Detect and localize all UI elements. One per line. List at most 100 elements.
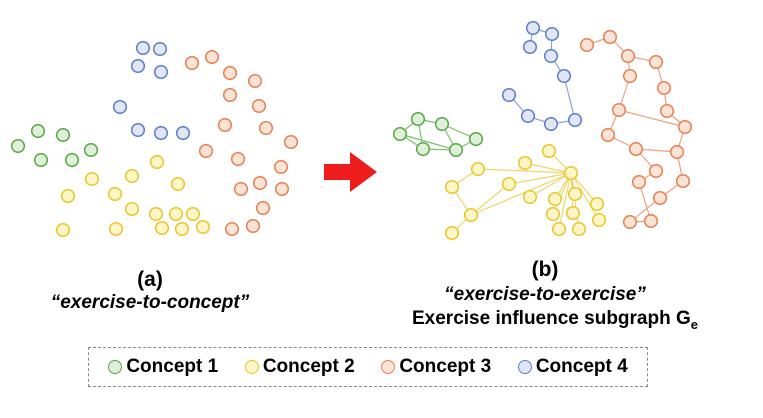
node-b-c2-12 xyxy=(565,205,581,221)
node-b-c2-14 xyxy=(444,225,460,241)
legend-swatch-icon xyxy=(244,360,259,374)
right-arrow-icon xyxy=(324,152,377,192)
legend-swatch-icon xyxy=(108,360,123,374)
node-b-c1-5 xyxy=(448,142,464,158)
edge-b-c1-8 xyxy=(399,133,457,151)
node-b-c4-8 xyxy=(556,68,572,84)
node-b-c4-3 xyxy=(543,48,559,64)
node-b-c2-16 xyxy=(571,221,587,237)
node-a-c1-3 xyxy=(83,142,99,158)
legend-label: Concept 2 xyxy=(262,356,355,377)
edge-b-c2-11 xyxy=(570,172,600,221)
node-a-c3-11 xyxy=(273,159,289,175)
node-a-c4-1 xyxy=(152,41,168,57)
node-b-c2-2 xyxy=(470,161,486,177)
node-b-c2-7 xyxy=(547,191,563,207)
legend-label: Concept 4 xyxy=(535,356,628,377)
node-b-c4-4 xyxy=(501,87,517,103)
node-a-c1-0 xyxy=(30,123,46,139)
node-a-c3-9 xyxy=(198,143,214,159)
node-a-c3-14 xyxy=(274,181,290,197)
node-b-c2-9 xyxy=(589,196,605,212)
edge-b-c3-8 xyxy=(618,109,686,128)
node-b-c2-11 xyxy=(545,206,561,222)
node-a-c3-16 xyxy=(224,221,240,237)
panel-b-subtitle: “exercise-to-exercise” xyxy=(444,284,646,305)
node-a-c4-5 xyxy=(130,122,146,138)
node-b-c3-2 xyxy=(620,48,636,64)
node-a-c3-0 xyxy=(184,55,200,71)
node-a-c4-3 xyxy=(153,64,169,80)
node-a-c3-15 xyxy=(255,200,271,216)
node-b-c1-1 xyxy=(434,116,450,132)
node-b-c4-1 xyxy=(544,26,560,42)
legend-item-4: Concept 4 xyxy=(517,356,628,378)
node-b-c1-4 xyxy=(415,141,431,157)
edge-b-c2-2 xyxy=(477,168,572,174)
legend-label: Concept 3 xyxy=(399,356,492,377)
node-a-c3-1 xyxy=(204,49,220,65)
node-b-c3-11 xyxy=(669,144,685,160)
node-a-c2-6 xyxy=(124,201,140,217)
node-b-c2-5 xyxy=(501,176,517,192)
node-a-c3-2 xyxy=(222,65,238,81)
edge-b-c4-3 xyxy=(563,75,576,121)
panel-a-subtitle: “exercise-to-concept” xyxy=(50,292,250,313)
node-a-c4-7 xyxy=(175,125,191,141)
node-a-c2-13 xyxy=(174,221,190,237)
node-b-c3-16 xyxy=(622,214,638,230)
panel-a-label: (a) xyxy=(137,268,163,291)
panel-b-label: (b) xyxy=(531,258,559,281)
node-a-c4-6 xyxy=(153,125,169,141)
node-a-c2-9 xyxy=(185,206,201,222)
edge-b-c2-4 xyxy=(529,172,572,198)
node-b-c1-0 xyxy=(410,111,426,127)
node-a-c3-5 xyxy=(251,98,267,114)
node-b-c1-2 xyxy=(392,126,408,142)
node-b-c3-8 xyxy=(677,119,693,135)
node-b-c3-9 xyxy=(600,127,616,143)
node-a-c3-7 xyxy=(258,120,274,136)
node-a-c2-11 xyxy=(108,221,124,237)
node-a-c4-4 xyxy=(112,99,128,115)
concept-nodes-panel-a xyxy=(10,40,299,238)
node-b-c3-12 xyxy=(648,163,664,179)
node-a-c3-12 xyxy=(252,175,268,191)
node-a-c2-3 xyxy=(170,176,186,192)
node-b-c2-0 xyxy=(541,143,557,159)
node-b-c4-0 xyxy=(525,20,541,36)
legend-swatch-icon xyxy=(517,360,532,374)
legend-swatch-icon xyxy=(381,360,396,374)
legend-item-1: Concept 1 xyxy=(108,356,218,378)
node-b-c2-13 xyxy=(591,212,607,228)
node-a-c2-8 xyxy=(168,206,184,222)
node-b-c3-13 xyxy=(631,174,647,190)
node-b-c3-1 xyxy=(602,29,618,45)
node-a-c3-10 xyxy=(230,151,246,167)
node-b-c2-1 xyxy=(517,155,533,171)
node-b-c3-10 xyxy=(628,141,644,157)
node-b-c3-5 xyxy=(656,80,672,96)
node-a-c3-13 xyxy=(233,181,249,197)
node-a-c1-2 xyxy=(55,127,71,143)
node-a-c3-8 xyxy=(283,134,299,150)
node-a-c4-0 xyxy=(135,40,151,56)
node-b-c3-0 xyxy=(579,37,595,53)
node-a-c4-2 xyxy=(130,58,146,74)
node-b-c2-15 xyxy=(551,221,567,237)
node-a-c2-14 xyxy=(195,219,211,235)
node-b-c1-3 xyxy=(468,131,484,147)
node-a-c3-4 xyxy=(222,87,238,103)
node-b-c4-6 xyxy=(543,116,559,132)
node-a-c2-4 xyxy=(60,188,76,204)
node-b-c2-4 xyxy=(444,179,460,195)
node-b-c2-3 xyxy=(563,165,579,181)
node-b-c2-6 xyxy=(522,189,538,205)
node-b-c2-10 xyxy=(463,207,479,223)
node-a-c2-1 xyxy=(124,168,140,184)
node-a-c1-4 xyxy=(33,152,49,168)
node-b-c3-7 xyxy=(659,103,675,119)
node-b-c3-6 xyxy=(611,102,627,118)
node-b-c4-2 xyxy=(522,39,538,55)
